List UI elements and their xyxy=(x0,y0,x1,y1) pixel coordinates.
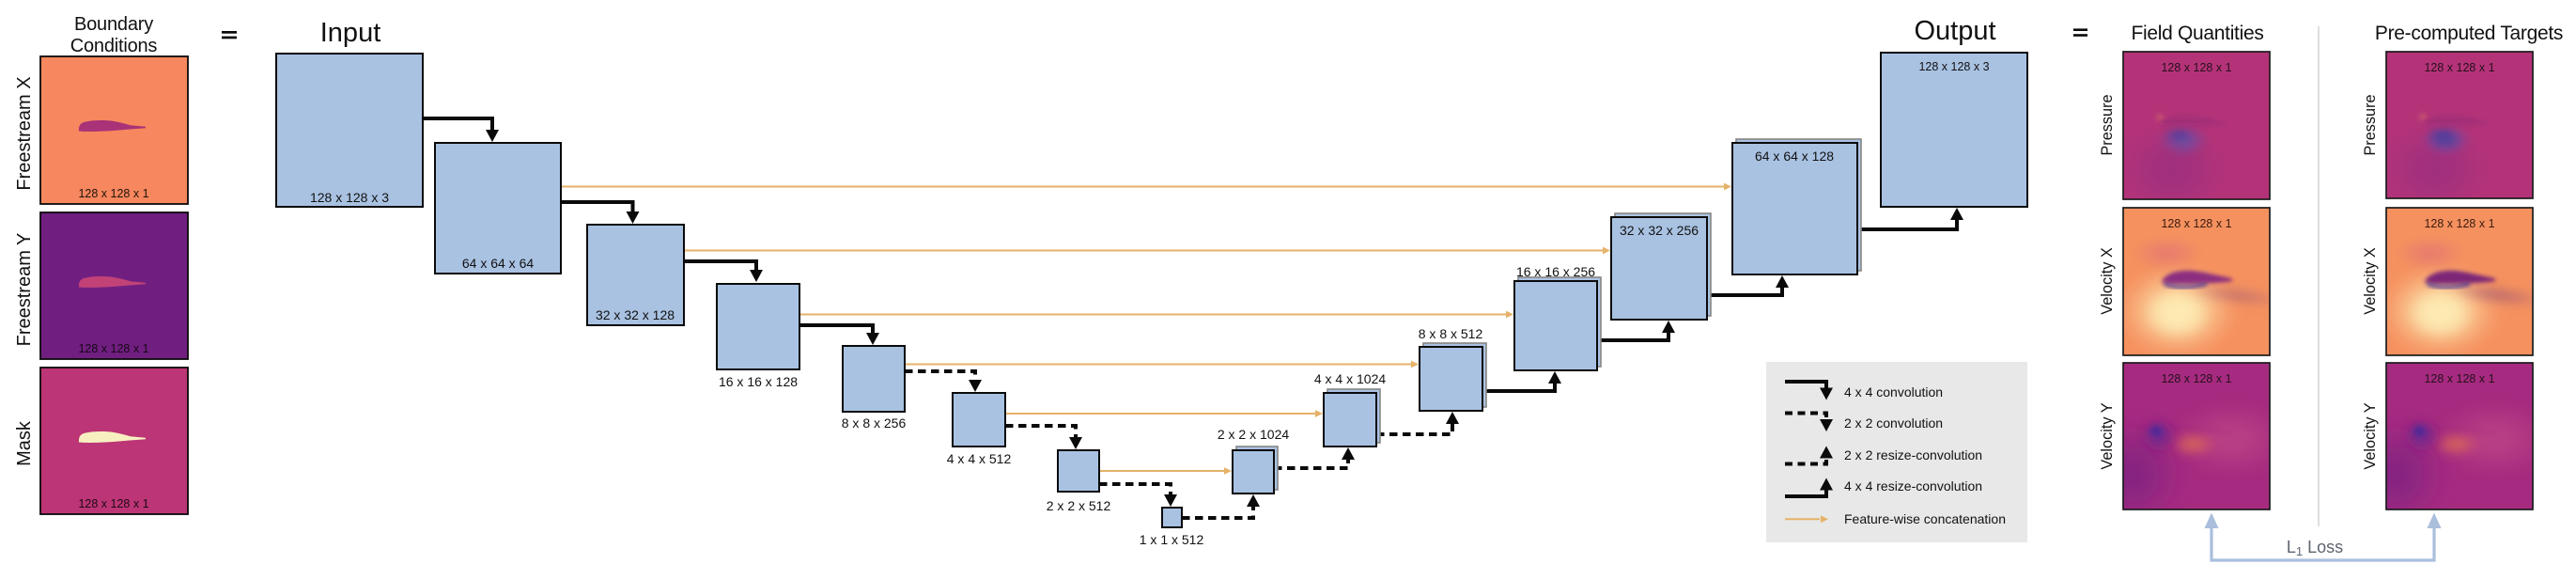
svg-text:Velocity X: Velocity X xyxy=(2099,247,2116,315)
svg-text:Pressure: Pressure xyxy=(2362,94,2379,155)
svg-text:4 x 4 convolution: 4 x 4 convolution xyxy=(1844,384,1943,400)
svg-text:8 x 8 x 512: 8 x 8 x 512 xyxy=(1419,326,1483,341)
svg-text:32 x 32 x 128: 32 x 32 x 128 xyxy=(596,307,675,322)
svg-text:2 x 2 x 512: 2 x 2 x 512 xyxy=(1047,498,1111,513)
svg-text:128 x 128 x 1: 128 x 128 x 1 xyxy=(2161,217,2231,230)
svg-text:Feature-wise concatenation: Feature-wise concatenation xyxy=(1844,511,2006,526)
svg-text:Freestream Y: Freestream Y xyxy=(14,233,35,347)
svg-text:128 x 128 x 1: 128 x 128 x 1 xyxy=(2161,372,2231,385)
svg-text:2 x 2 convolution: 2 x 2 convolution xyxy=(1844,415,1943,431)
svg-text:Velocity Y: Velocity Y xyxy=(2099,402,2116,469)
svg-text:128 x 128 x 3: 128 x 128 x 3 xyxy=(310,190,389,205)
svg-text:128 x 128 x 3: 128 x 128 x 3 xyxy=(1918,60,1989,73)
svg-text:32 x 32 x 256: 32 x 32 x 256 xyxy=(1620,223,1699,238)
svg-text:Pressure: Pressure xyxy=(2099,94,2116,155)
svg-text:128 x 128 x 1: 128 x 128 x 1 xyxy=(2424,61,2494,74)
svg-text:Mask: Mask xyxy=(14,420,35,466)
svg-text:4 x 4 x 512: 4 x 4 x 512 xyxy=(947,451,1012,466)
svg-text:16 x 16 x 128: 16 x 16 x 128 xyxy=(719,374,798,389)
svg-text:Conditions: Conditions xyxy=(70,36,158,56)
svg-text:16 x 16 x 256: 16 x 16 x 256 xyxy=(1516,264,1595,279)
svg-text:4 x 4 resize-convolution: 4 x 4 resize-convolution xyxy=(1844,478,1982,494)
svg-text:1 x 1 x 512: 1 x 1 x 512 xyxy=(1140,532,1204,547)
svg-text:L1 Loss: L1 Loss xyxy=(2287,538,2343,558)
svg-text:64 x 64 x 128: 64 x 64 x 128 xyxy=(1755,149,1834,164)
svg-text:Velocity Y: Velocity Y xyxy=(2362,402,2379,469)
svg-text:128 x 128 x 1: 128 x 128 x 1 xyxy=(78,342,148,355)
svg-text:Freestream X: Freestream X xyxy=(14,76,35,190)
svg-text:2 x 2 resize-convolution: 2 x 2 resize-convolution xyxy=(1844,447,1982,462)
svg-text:64 x 64 x 64: 64 x 64 x 64 xyxy=(462,256,534,271)
svg-text:Velocity X: Velocity X xyxy=(2362,247,2379,315)
svg-text:128 x 128 x 1: 128 x 128 x 1 xyxy=(78,497,148,510)
svg-text:Field Quantities: Field Quantities xyxy=(2131,23,2263,44)
svg-text:2 x 2 x 1024: 2 x 2 x 1024 xyxy=(1218,427,1289,442)
svg-text:Pre-computed Targets: Pre-computed Targets xyxy=(2375,23,2563,44)
svg-text:Output: Output xyxy=(1914,16,1995,46)
svg-text:Boundary: Boundary xyxy=(74,14,153,35)
svg-text:128 x 128 x 1: 128 x 128 x 1 xyxy=(78,187,148,200)
svg-text:128 x 128 x 1: 128 x 128 x 1 xyxy=(2161,61,2231,74)
svg-text:Input: Input xyxy=(320,18,381,48)
svg-text:128 x 128 x 1: 128 x 128 x 1 xyxy=(2424,372,2494,385)
svg-text:8 x 8 x 256: 8 x 8 x 256 xyxy=(842,415,907,431)
svg-text:4 x 4 x 1024: 4 x 4 x 1024 xyxy=(1314,371,1386,386)
svg-text:128 x 128 x 1: 128 x 128 x 1 xyxy=(2424,217,2494,230)
